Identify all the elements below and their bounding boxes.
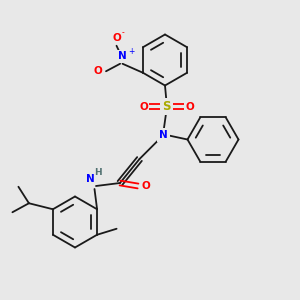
Text: -: - bbox=[122, 28, 125, 37]
Text: N: N bbox=[159, 130, 168, 140]
Text: N: N bbox=[86, 174, 94, 184]
Text: O: O bbox=[185, 101, 194, 112]
Text: O: O bbox=[139, 101, 148, 112]
Text: O: O bbox=[142, 181, 150, 191]
Text: +: + bbox=[128, 47, 134, 56]
Text: N: N bbox=[118, 51, 127, 61]
Text: S: S bbox=[162, 100, 171, 113]
Text: O: O bbox=[94, 66, 102, 76]
Text: H: H bbox=[94, 168, 101, 177]
Text: O: O bbox=[112, 33, 121, 43]
